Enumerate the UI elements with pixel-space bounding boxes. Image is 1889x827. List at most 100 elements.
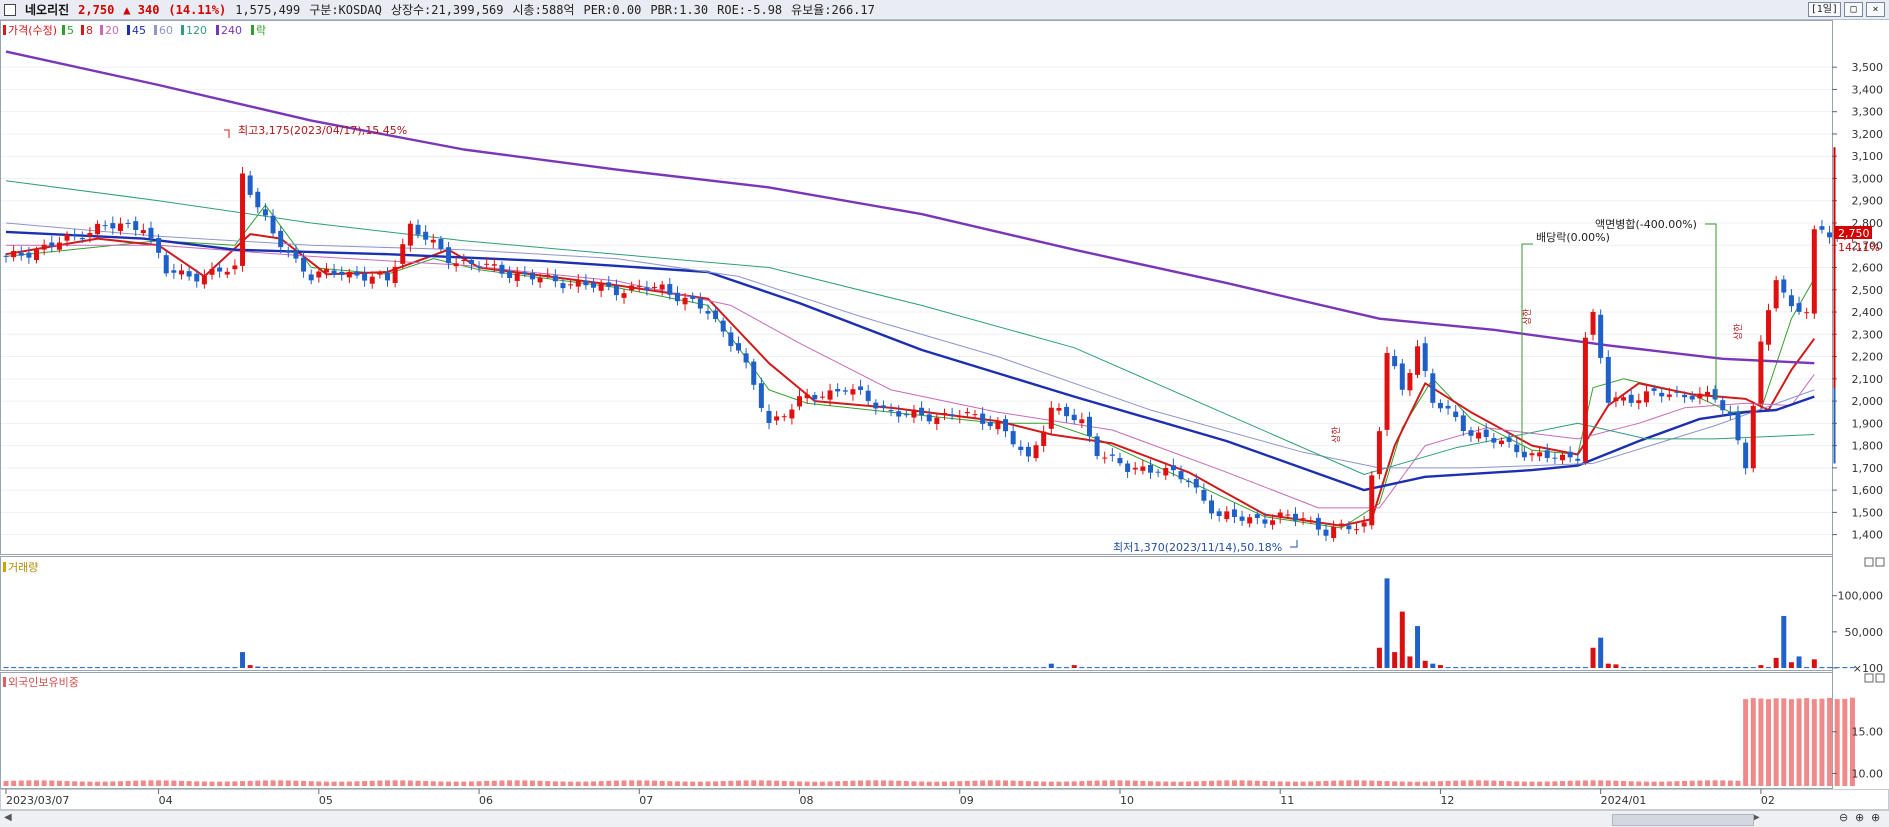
volume-panel-max-button[interactable] [1864, 557, 1874, 567]
volume-bar [697, 667, 703, 669]
maximize-button[interactable]: □ [1844, 2, 1863, 17]
roe-value: ROE:-5.98 [717, 2, 783, 17]
foreign-legend-marker [3, 677, 6, 687]
foreign-bar [629, 780, 635, 786]
candle-body [1430, 373, 1436, 403]
candle-body [758, 383, 764, 408]
x-tick-label: 02 [1761, 794, 1775, 807]
candle-body [423, 231, 429, 240]
price-legend: 가격(수정) 5 8 20 45 60 120 240 락 [3, 24, 266, 37]
legend-swatch [216, 25, 219, 35]
candle-body [26, 252, 32, 258]
x-tick-label: 10 [1120, 794, 1134, 807]
candle-body [255, 191, 261, 208]
stock-name[interactable]: 네오리진 [25, 3, 70, 17]
volume-bar [1338, 667, 1344, 669]
volume-bar [95, 667, 101, 669]
foreign-bar [682, 781, 688, 786]
foreign-bar [873, 780, 879, 786]
volume-bar [1392, 652, 1398, 668]
price-tick-label: 3,100 [1852, 150, 1884, 163]
candle-body [1811, 229, 1817, 314]
volume-bar [1781, 615, 1787, 668]
candle-body [652, 286, 658, 288]
candle-body [148, 227, 154, 239]
foreign-bar [1781, 698, 1787, 786]
foreign-bar [1590, 780, 1596, 786]
volume-bar [11, 667, 17, 669]
candle-body [1262, 519, 1268, 524]
volume-bar [766, 667, 772, 669]
candle-body [1216, 511, 1222, 516]
foreign-bar [835, 781, 841, 786]
foreign-bar [18, 780, 24, 786]
volume-bar [1018, 667, 1024, 669]
foreign-panel-close-button[interactable] [1875, 673, 1885, 683]
foreign-bar [110, 781, 116, 786]
candle-body [926, 414, 932, 422]
price-tick-label: 3,000 [1852, 172, 1884, 185]
candle-body [606, 282, 612, 287]
foreign-bar [1102, 780, 1108, 786]
foreign-bar [1399, 781, 1405, 786]
foreign-bar [1659, 781, 1665, 786]
period-button[interactable]: [1일] [1807, 2, 1841, 17]
candle-body [560, 283, 566, 289]
zoom-reset-icon[interactable]: ⊕ [1871, 811, 1881, 824]
foreign-tick-label: 15.00 [1852, 726, 1884, 739]
candle-body [1331, 526, 1337, 539]
trade-volume: 1,575,499 [235, 2, 301, 17]
foreign-bar [316, 781, 322, 786]
foreign-bar [941, 781, 947, 786]
volume-bar [529, 667, 535, 669]
volume-bar [1361, 667, 1367, 669]
candle-body [1247, 517, 1253, 524]
candle-body [72, 233, 78, 236]
volume-bar [797, 667, 803, 669]
zoom-in-icon[interactable]: ⊕ [1855, 811, 1865, 824]
candle-body [18, 252, 24, 256]
volume-bar [1598, 637, 1604, 668]
scroll-left-arrow[interactable]: ◀ [4, 812, 12, 823]
volume-bar [1407, 656, 1413, 668]
foreign-bar [606, 780, 612, 786]
chart-scrollbar[interactable]: ◀ ▶ ⊖ ⊕ ⊕ [0, 810, 1889, 827]
foreign-bar [41, 780, 47, 786]
volume-bar [240, 652, 246, 668]
volume-bar [911, 667, 917, 669]
foreign-bar [1491, 780, 1497, 786]
candle-body [552, 275, 558, 282]
volume-bar [148, 667, 154, 669]
scroll-right-arrow[interactable]: ▶ [1752, 812, 1760, 823]
stock-chart[interactable]: 가격(수정) 5 8 20 45 60 120 240 락 3,500 3,400 3,300 3,… [0, 20, 1889, 810]
candle-body [690, 295, 696, 299]
candle-body [850, 389, 856, 395]
candle-body [1697, 393, 1703, 399]
volume-panel-close-button[interactable] [1875, 557, 1885, 567]
scroll-thumb[interactable] [1612, 814, 1754, 826]
foreign-bar [247, 780, 253, 786]
volume-bar [87, 667, 93, 669]
zoom-slider[interactable] [1770, 813, 1830, 823]
candle-body [1605, 357, 1611, 403]
split-annotation: 액면병합(-400.00%) [1595, 218, 1697, 231]
foreign-bar [1224, 780, 1230, 786]
price-panel-frame [0, 20, 1833, 555]
foreign-bar [674, 781, 680, 786]
foreign-bar [529, 780, 535, 786]
foreign-panel-max-button[interactable] [1864, 673, 1874, 683]
zoom-out-icon[interactable]: ⊖ [1839, 811, 1849, 824]
volume-bar [652, 667, 658, 669]
candle-body [392, 266, 398, 283]
foreign-bar [774, 780, 780, 786]
candle-body [217, 267, 223, 272]
candle-body [491, 264, 497, 266]
close-button[interactable]: × [1866, 2, 1885, 17]
stock-select-checkbox[interactable] [4, 3, 16, 16]
volume-bar [1148, 667, 1153, 669]
candle-body [1422, 343, 1428, 372]
foreign-bar [331, 781, 337, 786]
volume-bar [751, 667, 757, 669]
candle-body [1476, 432, 1482, 439]
foreign-bar [995, 780, 1001, 786]
